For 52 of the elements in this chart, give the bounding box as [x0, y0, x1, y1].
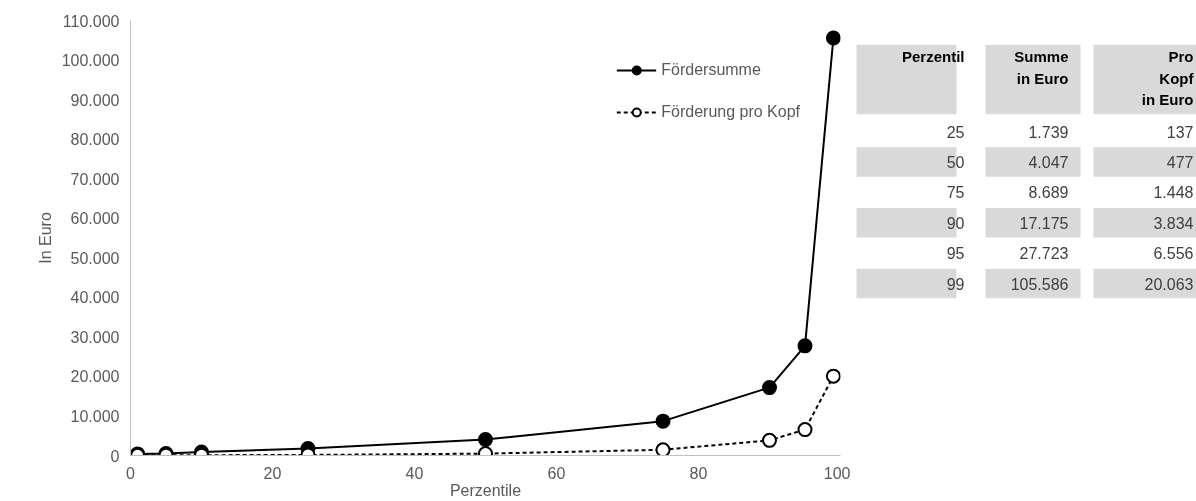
y-tick-label: 40.000 [70, 289, 120, 307]
y-tick-label: 90.000 [70, 91, 120, 109]
x-tick-label: 80 [689, 464, 708, 482]
y-tick-label: 100.000 [61, 52, 120, 70]
y-axis-title: In Euro [36, 212, 54, 264]
text: 137 [1166, 123, 1194, 141]
y-tick-label: 20.000 [70, 368, 120, 386]
y-tick-label: 110.000 [62, 12, 120, 30]
text: Summe in Euro [1014, 48, 1069, 87]
y-tick-label: 60.000 [70, 210, 120, 228]
x-axis-title: Perzentile [449, 481, 522, 499]
text: 4.047 [1028, 154, 1069, 172]
text: 17.175 [1019, 214, 1069, 232]
text: 20.063 [1144, 275, 1194, 293]
point [797, 338, 813, 354]
point [825, 368, 841, 384]
text: 50 [946, 154, 965, 172]
x-tick-label: 60 [547, 464, 566, 482]
text: 25 [946, 123, 965, 141]
text: 27.723 [1019, 245, 1069, 263]
legend-label: Fördersumme [661, 61, 761, 79]
legend-label: Förderung pro Kopf [661, 103, 800, 121]
y-tick-label: 80.000 [70, 131, 120, 149]
text: 1.739 [1028, 123, 1069, 141]
text: 1.448 [1153, 184, 1194, 202]
y-tick-label: 50.000 [70, 249, 120, 267]
text: 75 [946, 184, 965, 202]
text: Pro Kopf in Euro [1141, 48, 1195, 108]
text: 90 [946, 214, 965, 232]
y-tick-label: 0 [110, 447, 120, 465]
point [797, 422, 813, 438]
point [762, 432, 777, 448]
x-tick-label: 100 [823, 464, 851, 482]
text: 99 [946, 275, 965, 293]
y-tick-label: 10.000 [70, 407, 120, 425]
text: 477 [1166, 154, 1194, 172]
point [762, 380, 777, 396]
text: Perzentil [901, 48, 965, 66]
point [478, 432, 493, 447]
x-tick-label: 40 [405, 464, 424, 482]
x-tick-label: 0 [126, 464, 136, 482]
y-tick-label: 70.000 [70, 170, 120, 188]
point [655, 413, 671, 429]
text: 105.586 [1010, 275, 1069, 293]
y-tick-label: 30.000 [70, 328, 120, 346]
text: 6.556 [1153, 245, 1194, 263]
text: 95 [946, 245, 965, 263]
text: 3.834 [1153, 214, 1194, 232]
point [655, 442, 671, 456]
text: 8.689 [1028, 184, 1069, 202]
x-tick-label: 20 [263, 464, 282, 482]
point [825, 30, 841, 46]
